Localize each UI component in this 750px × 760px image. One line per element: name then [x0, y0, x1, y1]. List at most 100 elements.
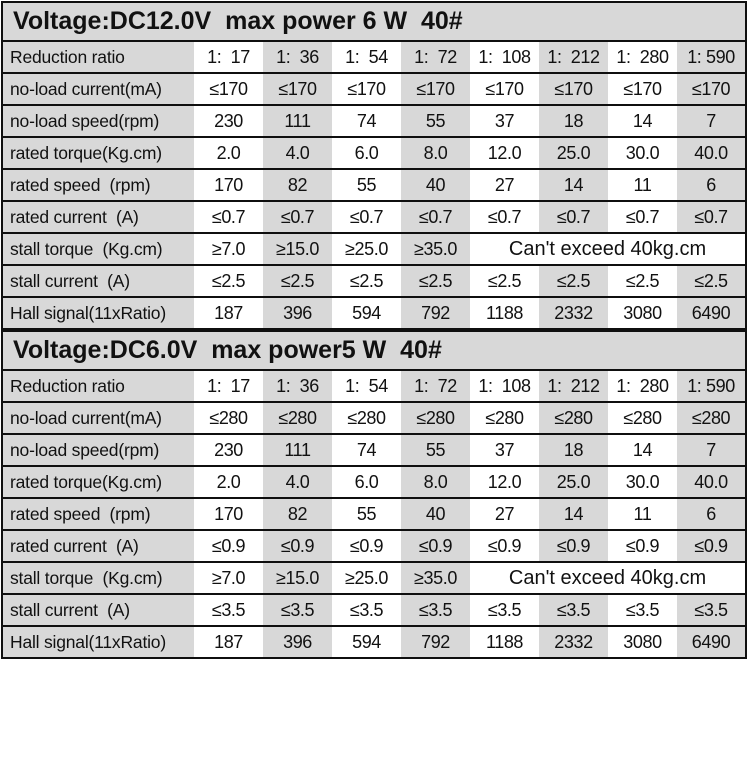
spec-table-body: Voltage:DC12.0V max power 6 W 40# Reducti…	[2, 2, 747, 658]
value-cell: 2332	[539, 296, 608, 330]
value-cell: ≤2.5	[539, 264, 608, 297]
spec-row: stall torque (Kg.cm) ≥7.0 ≥15.0 ≥25.0 ≥35.0 C…	[2, 232, 747, 265]
row-label: Hall signal(11xRatio)	[2, 296, 194, 330]
value-cell: 55	[401, 104, 470, 137]
value-cell: ≥15.0	[263, 232, 332, 265]
value-cell: ≤280	[401, 401, 470, 434]
spec-row: no-load speed(rpm) 230 111 74 55 37 18 14 7	[2, 104, 747, 137]
value-cell: 230	[194, 433, 263, 466]
value-cell: ≤3.5	[263, 593, 332, 626]
value-cell: 40.0	[677, 465, 747, 498]
value-cell: 30.0	[608, 136, 677, 169]
value-cell: ≤2.5	[332, 264, 401, 297]
row-label: stall current (A)	[2, 264, 194, 297]
spec-row: stall current (A) ≤2.5 ≤2.5 ≤2.5 ≤2.5 ≤2.5 ≤2.…	[2, 264, 747, 297]
value-cell: 230	[194, 104, 263, 137]
value-cell: 3080	[608, 625, 677, 658]
value-cell: ≤280	[677, 401, 747, 434]
value-cell: ≥15.0	[263, 561, 332, 594]
row-label: rated current (A)	[2, 200, 194, 233]
value-cell: 37	[470, 104, 539, 137]
value-cell: 1: 280	[608, 40, 677, 73]
value-cell: ≤0.7	[263, 200, 332, 233]
value-cell: 14	[539, 497, 608, 530]
value-cell: ≤170	[401, 72, 470, 105]
value-cell: ≤0.9	[263, 529, 332, 562]
section-header: Voltage:DC6.0V max power5 W 40#	[2, 328, 747, 370]
row-label: stall torque (Kg.cm)	[2, 561, 194, 594]
value-cell: 40	[401, 497, 470, 530]
value-cell: ≤170	[263, 72, 332, 105]
row-label: no-load speed(rpm)	[2, 433, 194, 466]
value-cell: 14	[608, 104, 677, 137]
value-cell: 40	[401, 168, 470, 201]
value-cell: 40.0	[677, 136, 747, 169]
value-cell: 74	[332, 104, 401, 137]
value-cell: 396	[263, 625, 332, 658]
note-cell: Can't exceed 40kg.cm	[470, 232, 747, 265]
value-cell: ≤280	[263, 401, 332, 434]
value-cell: ≤3.5	[332, 593, 401, 626]
value-cell: 25.0	[539, 136, 608, 169]
value-cell: 18	[539, 433, 608, 466]
row-label: no-load current(mA)	[2, 401, 194, 434]
value-cell: ≤0.7	[677, 200, 747, 233]
row-label: rated torque(Kg.cm)	[2, 465, 194, 498]
value-cell: ≤0.7	[470, 200, 539, 233]
value-cell: 30.0	[608, 465, 677, 498]
value-cell: 396	[263, 296, 332, 330]
value-cell: ≤0.9	[332, 529, 401, 562]
spec-table: Voltage:DC12.0V max power 6 W 40# Reducti…	[1, 1, 748, 659]
value-cell: 1: 590	[677, 369, 747, 402]
spec-row: Hall signal(11xRatio) 187 396 594 792 1188 233…	[2, 625, 747, 658]
value-cell: 594	[332, 296, 401, 330]
value-cell: 1: 212	[539, 369, 608, 402]
spec-row: rated torque(Kg.cm) 2.0 4.0 6.0 8.0 12.0 25.0 3…	[2, 136, 747, 169]
row-label: Reduction ratio	[2, 369, 194, 402]
value-cell: 1: 72	[401, 40, 470, 73]
value-cell: ≤2.5	[194, 264, 263, 297]
value-cell: ≤0.9	[470, 529, 539, 562]
value-cell: ≤280	[608, 401, 677, 434]
value-cell: 792	[401, 296, 470, 330]
value-cell: ≥25.0	[332, 232, 401, 265]
value-cell: ≥25.0	[332, 561, 401, 594]
value-cell: 8.0	[401, 465, 470, 498]
value-cell: 187	[194, 625, 263, 658]
value-cell: 82	[263, 168, 332, 201]
section-title: Voltage:DC12.0V max power 6 W 40#	[2, 2, 747, 41]
value-cell: ≤2.5	[677, 264, 747, 297]
value-cell: 1: 212	[539, 40, 608, 73]
value-cell: ≥35.0	[401, 561, 470, 594]
value-cell: 1: 54	[332, 369, 401, 402]
spec-row: no-load speed(rpm) 230 111 74 55 37 18 14 7	[2, 433, 747, 466]
value-cell: 12.0	[470, 465, 539, 498]
value-cell: ≥7.0	[194, 232, 263, 265]
value-cell: 6	[677, 168, 747, 201]
row-label: Reduction ratio	[2, 40, 194, 73]
section-header: Voltage:DC12.0V max power 6 W 40#	[2, 2, 747, 41]
value-cell: 2.0	[194, 465, 263, 498]
value-cell: ≤3.5	[470, 593, 539, 626]
value-cell: ≤0.9	[608, 529, 677, 562]
value-cell: ≥35.0	[401, 232, 470, 265]
spec-row: no-load current(mA) ≤280 ≤280 ≤280 ≤280 ≤280 ≤…	[2, 401, 747, 434]
value-cell: ≤0.7	[332, 200, 401, 233]
value-cell: ≤170	[332, 72, 401, 105]
spec-row: rated torque(Kg.cm) 2.0 4.0 6.0 8.0 12.0 25.0 3…	[2, 465, 747, 498]
value-cell: ≤3.5	[194, 593, 263, 626]
value-cell: ≤0.7	[194, 200, 263, 233]
value-cell: ≤2.5	[263, 264, 332, 297]
spec-row: stall current (A) ≤3.5 ≤3.5 ≤3.5 ≤3.5 ≤3.5 ≤3.…	[2, 593, 747, 626]
spec-row: no-load current(mA) ≤170 ≤170 ≤170 ≤170 ≤170 ≤…	[2, 72, 747, 105]
value-cell: ≤2.5	[470, 264, 539, 297]
value-cell: 18	[539, 104, 608, 137]
value-cell: 6.0	[332, 465, 401, 498]
value-cell: 12.0	[470, 136, 539, 169]
spec-row: Hall signal(11xRatio) 187 396 594 792 1188 233…	[2, 296, 747, 330]
value-cell: 11	[608, 168, 677, 201]
value-cell: 55	[401, 433, 470, 466]
value-cell: 1: 36	[263, 369, 332, 402]
value-cell: 111	[263, 104, 332, 137]
value-cell: 14	[539, 168, 608, 201]
